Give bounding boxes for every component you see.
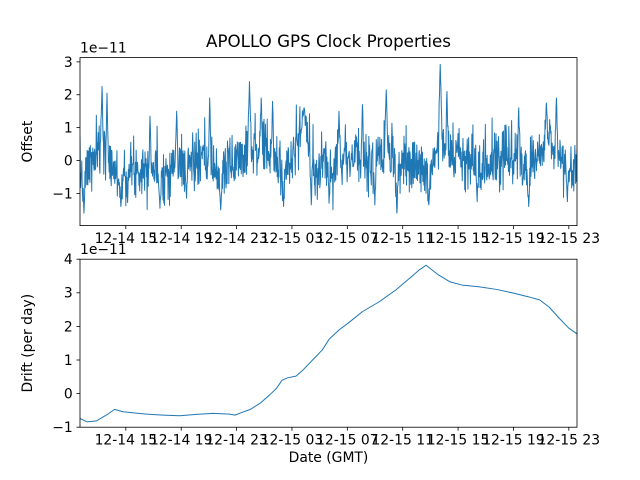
x-tick-label: 12-14 23 [205,231,267,247]
offset-series-line [80,64,577,214]
x-tick-label: 12-15 07 [316,231,378,247]
top-offset-exponent-label: 1e−11 [80,41,127,57]
x-axis-label: Date (GMT) [289,450,369,466]
y-tick-label: 4 [64,252,73,268]
drift-y-axis-label: Drift (per day) [20,294,36,393]
x-tick-label: 12-15 11 [371,433,433,449]
y-tick-label: 2 [64,319,73,335]
x-tick-label: 12-14 19 [150,433,212,449]
y-tick-label: 3 [64,55,73,71]
x-tick-label: 12-15 15 [427,231,489,247]
x-tick-label: 12-15 19 [482,231,544,247]
offset-y-axis-label: Offset [20,120,36,162]
bottom-axes-frame [79,258,578,428]
y-tick-label: 0 [64,153,73,169]
y-tick-label: −1 [52,420,72,436]
chart-title: APOLLO GPS Clock Properties [206,31,451,51]
x-tick-label: 12-15 11 [371,231,433,247]
y-tick-label: 0 [64,387,73,403]
x-tick-label: 12-15 15 [427,433,489,449]
x-tick-label: 12-15 03 [261,231,323,247]
x-tick-label: 12-15 03 [261,433,323,449]
y-tick-label: 1 [64,121,73,137]
y-tick-label: −1 [52,186,72,202]
bottom-offset-exponent-label: 1e−11 [80,242,127,258]
top-axes-frame [79,57,578,226]
x-tick-label: 12-14 19 [150,231,212,247]
y-tick-label: 1 [64,353,73,369]
x-tick-label: 12-15 19 [482,433,544,449]
x-tick-label: 12-14 15 [95,231,157,247]
x-tick-label: 12-15 23 [538,433,600,449]
drift-series-line [80,264,577,423]
y-tick-label: 3 [64,286,73,302]
x-tick-label: 12-14 23 [205,433,267,449]
x-tick-label: 12-14 15 [95,433,157,449]
y-tick-label: 2 [64,88,73,104]
x-tick-label: 12-15 23 [538,231,600,247]
x-tick-label: 12-15 07 [316,433,378,449]
